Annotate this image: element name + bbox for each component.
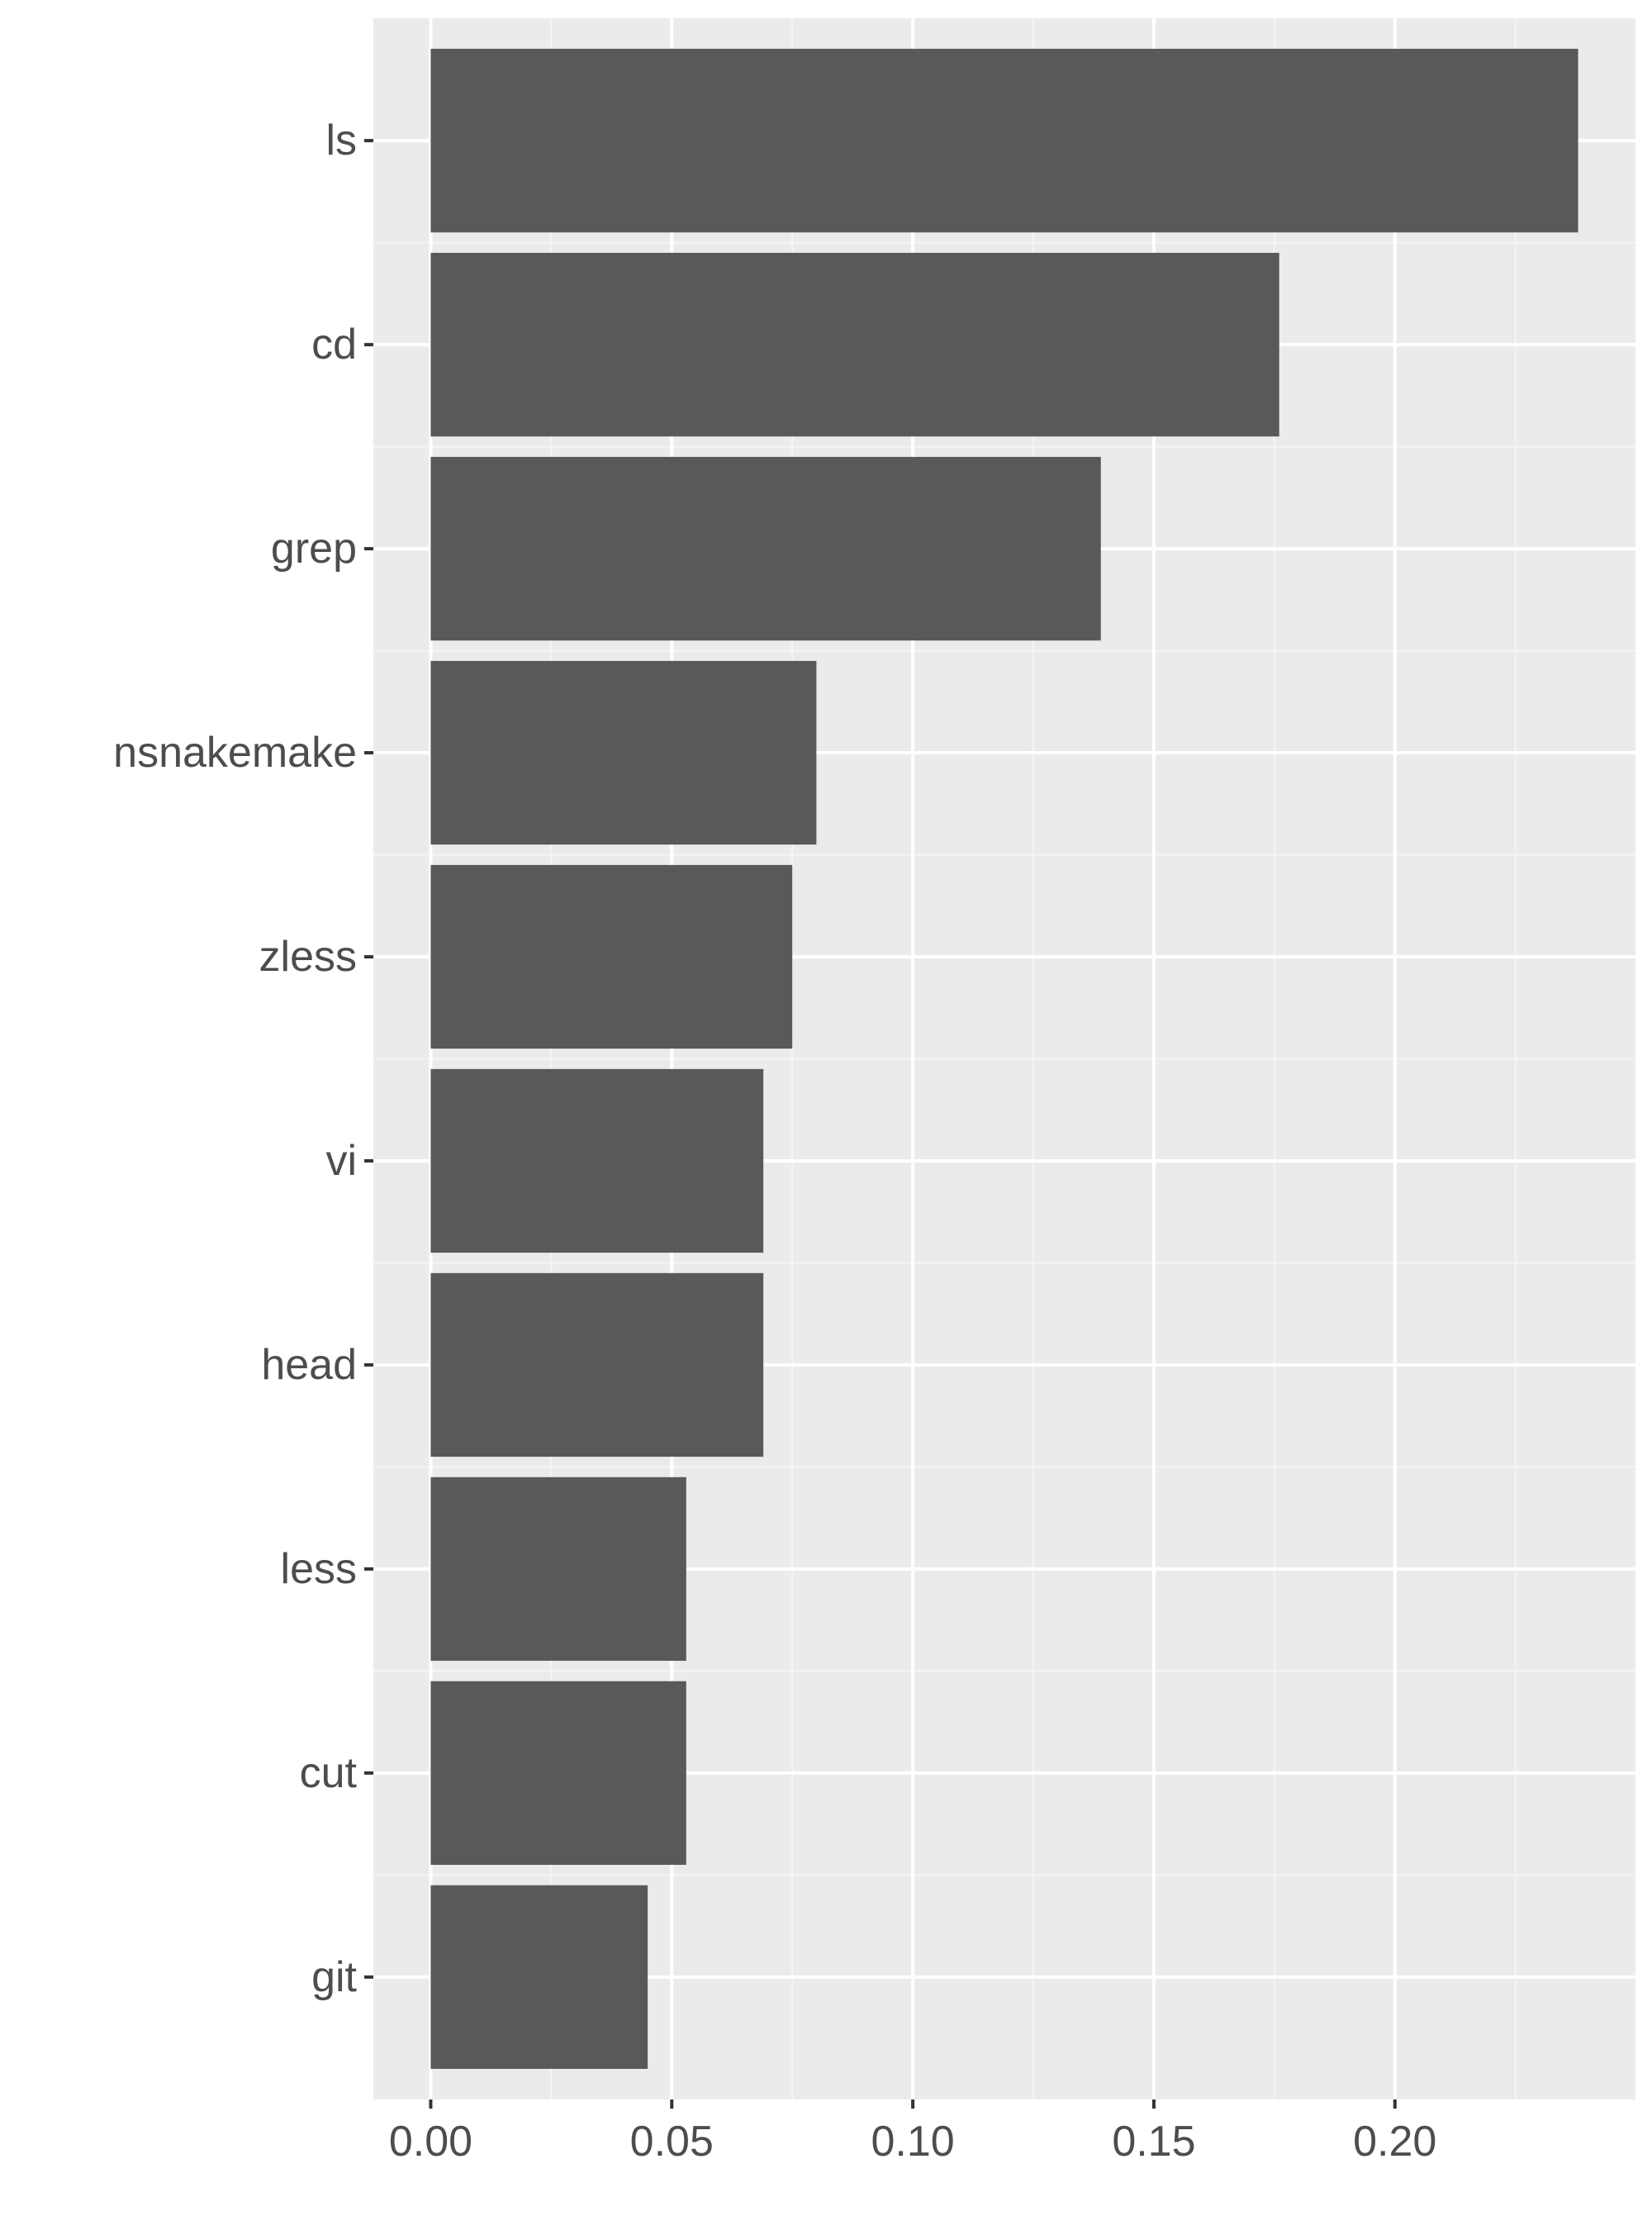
x-tick-label: 0.10 (871, 2118, 954, 2166)
x-tick-label: 0.20 (1353, 2118, 1436, 2166)
y-tick-label: zless (259, 933, 357, 981)
y-tick-label: vi (325, 1137, 357, 1185)
y-axis: ls cd grep nsnakemake zless vi head less cut git (113, 117, 373, 2001)
x-tick-label: 0.00 (389, 2118, 472, 2166)
y-tick-label: nsnakemake (113, 729, 357, 777)
bar-head (430, 1272, 764, 1458)
y-tick-label: ls (325, 117, 357, 164)
bar-git (430, 1885, 648, 2069)
bar-nsnakemake (430, 660, 817, 845)
bar-zless (430, 864, 793, 1049)
y-tick-label: cut (300, 1749, 358, 1797)
y-tick-label: head (261, 1341, 357, 1389)
x-tick-label: 0.15 (1112, 2118, 1195, 2166)
x-axis: 0.00 0.05 0.10 0.15 0.20 (389, 2099, 1436, 2166)
bar-cut (430, 1681, 686, 1865)
y-tick-label: less (281, 1545, 357, 1593)
y-tick-label: git (311, 1953, 357, 2001)
bar-less (430, 1477, 686, 1662)
y-tick-label: grep (271, 525, 357, 573)
y-tick-label: cd (311, 321, 357, 369)
bar-grep (430, 456, 1101, 641)
x-tick-label: 0.05 (630, 2118, 714, 2166)
bar-cd (430, 253, 1279, 437)
bar-vi (430, 1068, 764, 1253)
bar-ls (430, 49, 1578, 233)
bars (430, 49, 1578, 2069)
